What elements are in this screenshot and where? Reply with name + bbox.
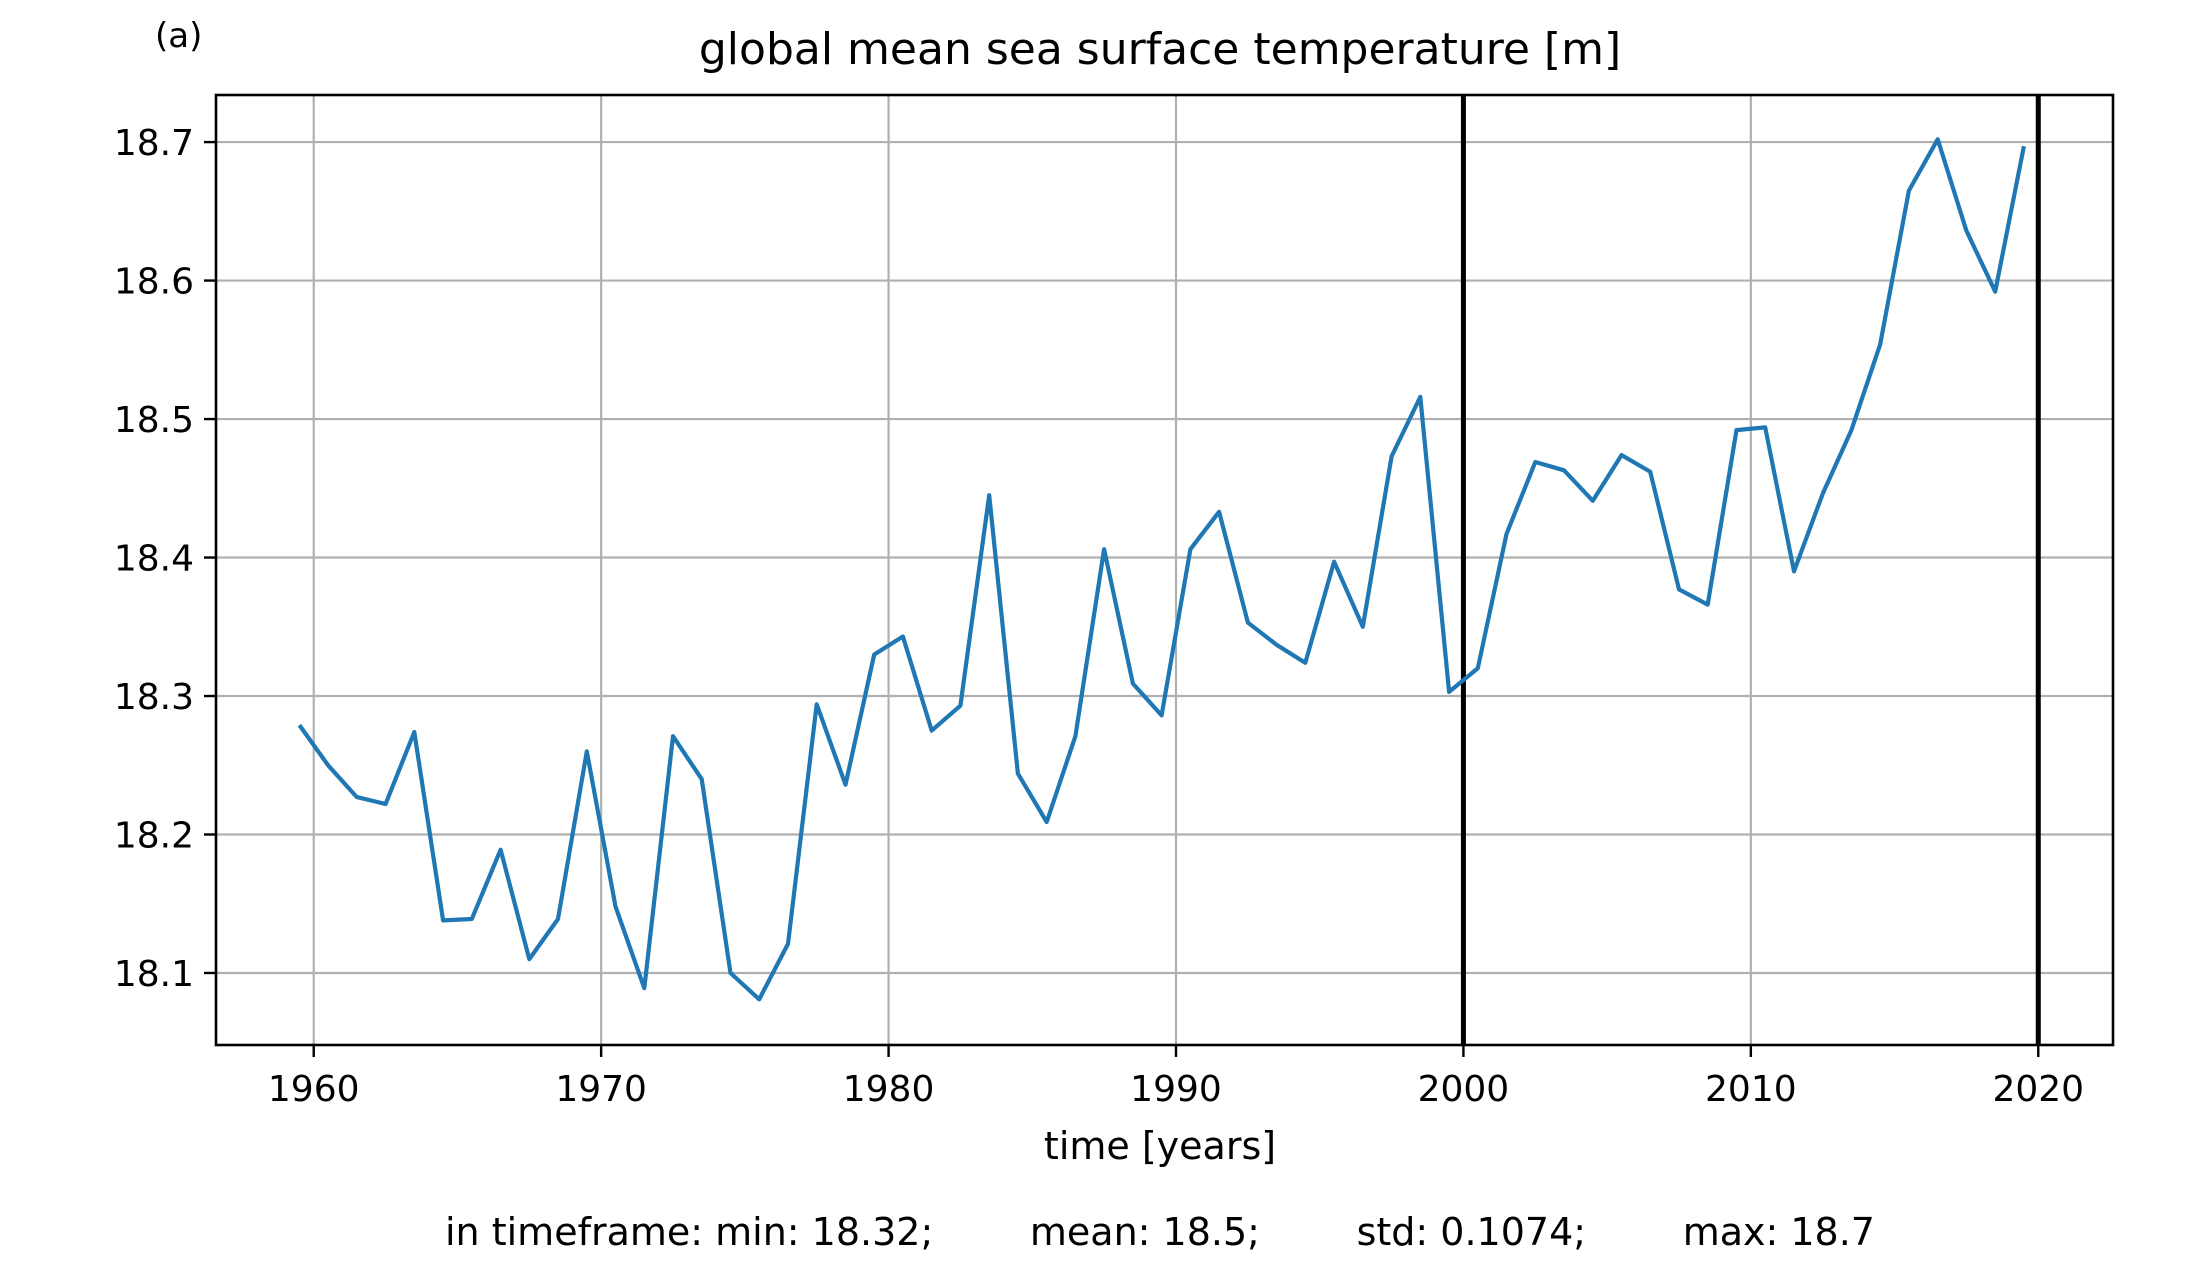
x-tick-label: 2010 [1705,1069,1797,1110]
x-axis-ticks: 1960 1970 1980 1990 2000 2010 2020 [268,1045,2084,1110]
y-tick-label: 18.3 [114,677,194,718]
x-tick-label: 1970 [555,1069,647,1110]
y-axis-ticks: 18.1 18.2 18.3 18.4 18.5 18.6 18.7 [114,123,216,995]
x-tick-label: 1980 [843,1069,935,1110]
y-tick-label: 18.4 [114,539,194,580]
plot-frame [214,93,2115,1047]
x-tick-label: 1960 [268,1069,360,1110]
y-tick-label: 18.2 [114,816,194,857]
series-line [297,137,2026,1002]
x-tick-label: 2000 [1418,1069,1510,1110]
y-tick-label: 18.5 [114,400,194,441]
grid [216,95,2113,1045]
y-tick-label: 18.7 [114,123,194,164]
panel-label: (a) [155,16,202,56]
x-tick-label: 2020 [1992,1069,2084,1110]
vertical-markers [1460,95,2041,1045]
x-axis-label: time [years] [1044,1124,1276,1168]
x-tick-label: 1990 [1130,1069,1222,1110]
series-layer [297,137,2026,1002]
y-tick-label: 18.1 [114,954,194,995]
stats-summary: in timeframe: min: 18.32; mean: 18.5; st… [445,1210,1875,1254]
chart-title: global mean sea surface temperature [m] [699,24,1621,75]
y-tick-label: 18.6 [114,262,194,303]
